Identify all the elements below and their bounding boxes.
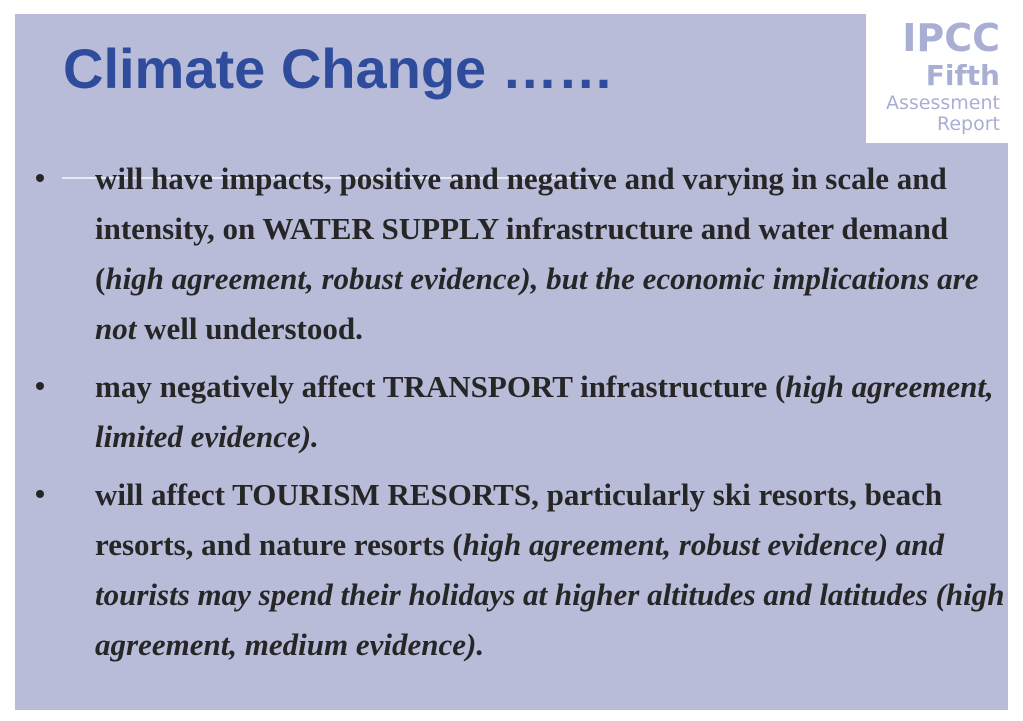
logo-line: Fifth — [925, 59, 1000, 92]
logo-line: IPCC — [902, 16, 1000, 60]
divider — [62, 177, 602, 179]
bullet-dot — [36, 174, 44, 182]
slide: Climate Change …… IPCC Fifth Assessment … — [15, 14, 1008, 710]
slide-title: Climate Change …… — [63, 37, 614, 100]
bullet-item: will have impacts, positive and negative… — [36, 154, 1008, 354]
bullet-list: will have impacts, positive and negative… — [36, 154, 1008, 678]
logo-line: Assessment — [886, 92, 1000, 114]
bullet-dot — [36, 382, 44, 390]
logo-line: Report — [937, 113, 1000, 135]
ipcc-logo: IPCC Fifth Assessment Report — [866, 14, 1008, 143]
text-run: will affect TOURISM RESORTS, particularl… — [95, 477, 943, 562]
bullet-dot — [36, 490, 44, 498]
text-run: may negatively affect TRANSPORT infrastr… — [95, 369, 786, 404]
text-run: will have impacts, positive and negative… — [95, 161, 949, 296]
bullet-item: will affect TOURISM RESORTS, particularl… — [36, 470, 1008, 670]
italic-run: high agreement, robust evidence) and tou… — [95, 527, 1005, 662]
italic-run: high agreement, robust evidence), but th… — [95, 261, 979, 346]
italic-run: high agreement, limited evidence). — [95, 369, 994, 454]
bullet-item: may negatively affect TRANSPORT infrastr… — [36, 362, 1008, 462]
text-run: well understood. — [136, 311, 363, 346]
